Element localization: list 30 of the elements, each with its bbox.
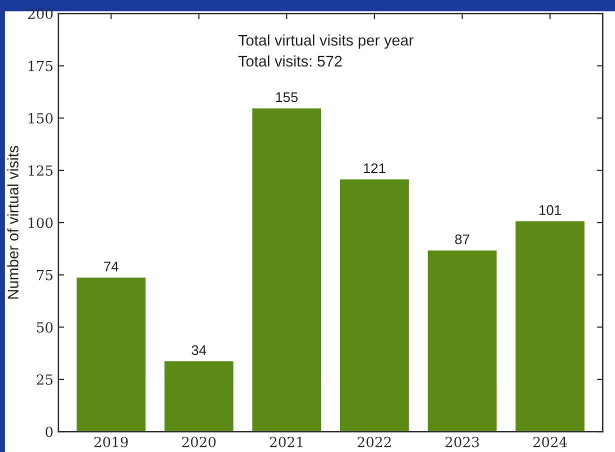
bar bbox=[338, 178, 410, 432]
bar bbox=[514, 220, 586, 432]
x-tick-label: 2019 bbox=[94, 436, 128, 448]
y-tick-label: 175 bbox=[28, 60, 52, 72]
y-tick-label: 50 bbox=[37, 322, 53, 333]
y-tick-label: 75 bbox=[37, 270, 52, 280]
data-label: 87 bbox=[455, 234, 470, 244]
data-label: 101 bbox=[540, 205, 561, 215]
y-tick-label: 150 bbox=[28, 113, 53, 124]
x-tick-label: 2024 bbox=[533, 436, 567, 448]
x-tick-label: 2023 bbox=[446, 436, 479, 448]
bar bbox=[250, 106, 322, 432]
x-tick-label: 2020 bbox=[182, 436, 216, 448]
data-label: 155 bbox=[276, 92, 298, 102]
y-tick-label: 200 bbox=[28, 8, 53, 20]
x-tick-label: 2022 bbox=[358, 436, 391, 448]
data-label: 34 bbox=[192, 345, 206, 356]
annotation: Total virtual visits per year bbox=[238, 34, 414, 49]
y-axis-title: Number of virtual visits bbox=[7, 146, 18, 299]
data-label: 74 bbox=[104, 262, 118, 272]
data-label: 121 bbox=[364, 163, 386, 174]
y-tick-label: 25 bbox=[36, 374, 52, 385]
bar bbox=[163, 360, 235, 432]
bar bbox=[75, 276, 147, 432]
bar bbox=[426, 249, 498, 432]
x-tick-label: 2021 bbox=[270, 436, 302, 448]
y-tick-label: 100 bbox=[28, 218, 53, 228]
y-tick-label: 125 bbox=[28, 165, 52, 176]
y-tick-label: 0 bbox=[46, 426, 53, 438]
annotation: Total visits: 572 bbox=[238, 55, 342, 67]
